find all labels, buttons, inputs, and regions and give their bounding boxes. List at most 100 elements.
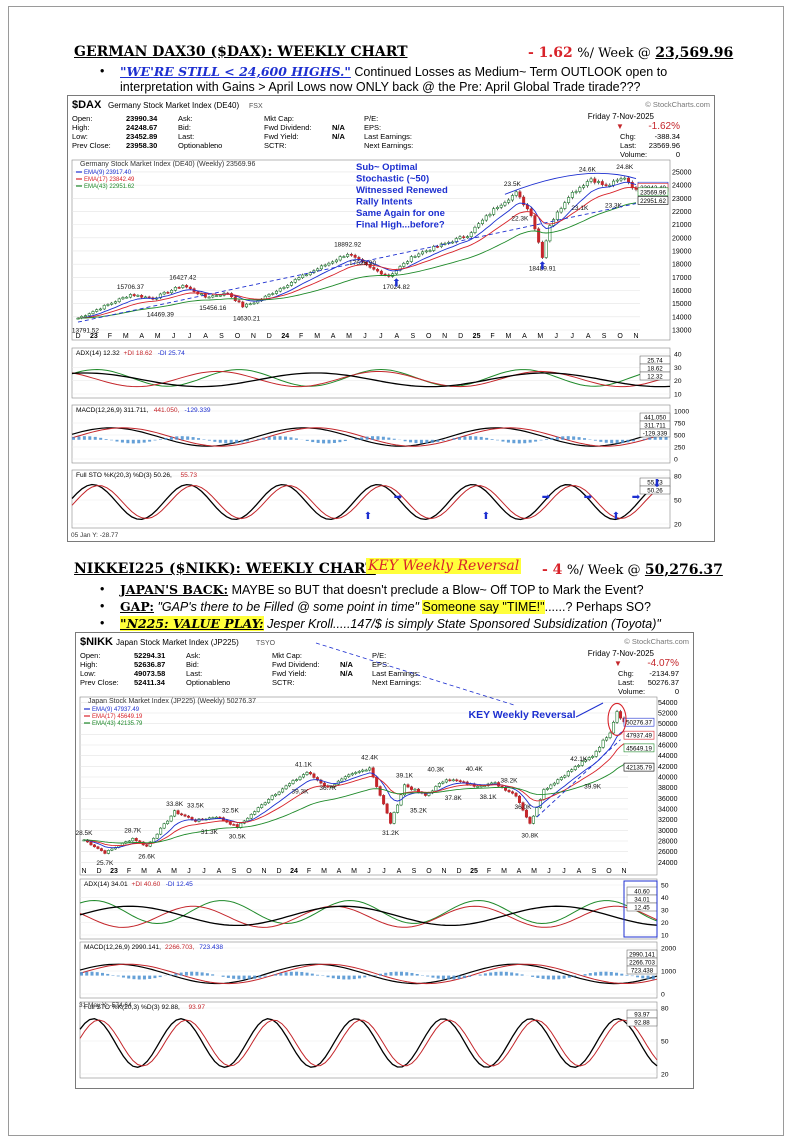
y-tick-label: 20000 (672, 235, 692, 242)
y-tick-label: 40 (674, 352, 682, 359)
macd-histogram-bar (610, 439, 614, 444)
nikkei-b2-quote: "GAP's there to be Filled @ some point i… (157, 600, 419, 614)
macd-histogram-bar (653, 436, 657, 440)
macd-histogram-bar (153, 439, 157, 441)
macd-histogram-bar (641, 975, 645, 979)
candle-body (263, 802, 267, 806)
candle-body (312, 773, 316, 778)
candle-body (371, 767, 375, 778)
macd-histogram-bar (441, 439, 445, 441)
macd-histogram-bar (186, 436, 190, 440)
macd-histogram-bar (289, 437, 293, 440)
annotation-line: Sub~ Optimal (356, 162, 418, 173)
candle-body (469, 232, 473, 237)
candle-body (117, 298, 121, 303)
value-tag-text: 2266.703 (629, 960, 655, 967)
candle-body (185, 285, 189, 288)
candle-body (169, 815, 173, 822)
candle-body (267, 799, 271, 804)
x-tick-label: D (75, 333, 80, 340)
macd-histogram-bar (501, 439, 505, 442)
quote-cell: P/E: (372, 651, 386, 660)
macd-histogram-bar (120, 439, 124, 443)
macd-histogram-bar (95, 972, 99, 976)
macd-histogram-bar (562, 975, 566, 979)
price-label: 17024.82 (383, 284, 410, 291)
y-tick-label: 15000 (672, 301, 692, 308)
y-tick-label: 20 (674, 522, 682, 529)
candle-body (218, 294, 222, 297)
candle-body (288, 783, 292, 787)
x-tick-label: N (81, 868, 86, 875)
dax-volume-label: Volume: (620, 150, 647, 159)
price-label: 28.5K (76, 830, 93, 837)
macd-histogram-bar (572, 436, 576, 440)
candle-body (604, 184, 608, 186)
x-tick-label: F (108, 333, 112, 340)
ema-line (77, 186, 637, 319)
y-tick-label: 500 (674, 433, 686, 440)
candle-body (594, 750, 598, 757)
macd-histogram-bar (452, 975, 456, 980)
candle-body (361, 769, 365, 772)
macd-histogram-bar (430, 439, 434, 443)
macd-histogram-bar (646, 975, 650, 980)
macd-histogram-bar (322, 439, 326, 444)
quote-cell: Optionable: (186, 678, 224, 687)
x-tick-label: J (379, 333, 383, 340)
candle-body (214, 816, 218, 819)
macd-histogram-bar (148, 975, 152, 979)
candle-body (132, 294, 136, 297)
quote-cell: EPS: (364, 123, 381, 132)
macd-histogram-bar (224, 439, 228, 444)
y-tick-label: 26000 (658, 849, 678, 856)
x-tick-label: O (617, 333, 623, 340)
x-tick-label: D (96, 868, 101, 875)
indicator-header: ADX(14) 34.01 (84, 881, 128, 888)
candle-body (382, 795, 386, 805)
dax-name: Germany Stock Market Index (DE40) (108, 101, 239, 110)
candle-body (402, 262, 406, 267)
price-label: 23.3K (605, 202, 623, 209)
macd-histogram-bar (131, 439, 135, 444)
macd-histogram-bar (447, 975, 451, 980)
x-tick-label: 24 (290, 868, 298, 875)
x-tick-label: D (276, 868, 281, 875)
x-tick-label: J (202, 868, 206, 875)
candle-body (511, 791, 515, 794)
candle-body (162, 291, 166, 295)
candle-body (102, 305, 106, 310)
candle-body (531, 815, 535, 824)
macd-histogram-bar (80, 972, 83, 976)
quote-cell: Ask: (178, 114, 193, 123)
candle-body (591, 756, 595, 758)
macd-histogram-bar (121, 975, 125, 978)
candle-body (484, 215, 488, 221)
page-border (8, 6, 784, 1136)
candle-body (552, 782, 556, 786)
candle-body (340, 778, 344, 782)
candle-body (535, 807, 539, 817)
macd-histogram-bar (523, 439, 527, 444)
nikkei-level: 50,276.37 (644, 562, 723, 578)
quote-cell: Bid: (178, 123, 191, 132)
candle-body (563, 775, 567, 778)
quote-cell: N/A (332, 123, 346, 132)
x-tick-label: O (426, 868, 432, 875)
y-tick-label: 0 (661, 992, 665, 999)
y-tick-label: 0 (674, 457, 678, 464)
y-tick-label: 50 (674, 498, 682, 505)
macd-histogram-bar (499, 971, 503, 976)
candle-body (350, 773, 354, 776)
indicator-header: MACD(12,26,9) 2990.141, (84, 944, 161, 951)
candle-body (256, 807, 260, 812)
candle-body (608, 732, 612, 739)
candle-body (476, 786, 480, 788)
quote-cell: 52294.31 (134, 651, 165, 660)
candle-body (278, 288, 282, 292)
y-tick-label: 24000 (658, 860, 678, 867)
nikkei-symbol: $NIKK (80, 636, 113, 648)
x-tick-label: A (139, 333, 144, 340)
candle-body (140, 295, 144, 298)
